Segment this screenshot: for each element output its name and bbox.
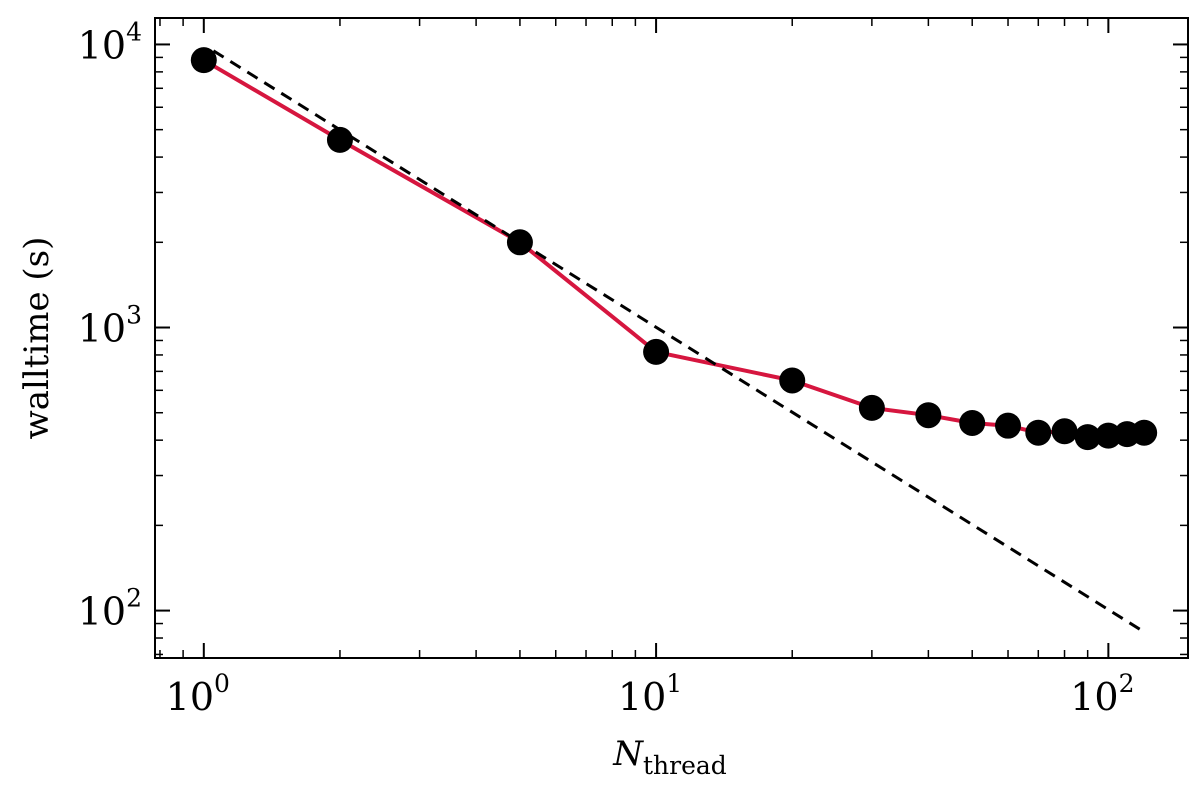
plot-frame bbox=[154, 17, 1189, 659]
x-tick-label-base: 10 bbox=[166, 675, 214, 719]
data-point bbox=[643, 338, 670, 365]
data-point bbox=[190, 47, 217, 74]
data-point bbox=[779, 367, 806, 394]
data-point bbox=[915, 402, 942, 429]
data-point bbox=[326, 126, 353, 153]
x-axis-title-base: N bbox=[612, 734, 644, 774]
y-tick-label: 103 bbox=[78, 301, 142, 351]
ideal-scaling-line bbox=[212, 49, 1145, 634]
y-tick-label-exp: 2 bbox=[126, 584, 142, 613]
x-tick-label: 102 bbox=[1070, 669, 1134, 719]
y-axis-title: walltime (s) bbox=[17, 237, 57, 440]
data-point bbox=[995, 412, 1022, 439]
x-tick-label-exp: 0 bbox=[214, 669, 230, 698]
data-point bbox=[1074, 424, 1101, 451]
x-tick-label-exp: 2 bbox=[1119, 669, 1135, 698]
y-tick-label-exp: 4 bbox=[126, 17, 142, 46]
data-point bbox=[959, 409, 986, 436]
data-point bbox=[1131, 419, 1158, 446]
marker-layer bbox=[190, 47, 1158, 451]
x-tick-label-exp: 1 bbox=[666, 669, 682, 698]
x-axis-title-subscript: thread bbox=[643, 751, 727, 780]
x-tick-label: 101 bbox=[618, 669, 682, 719]
y-tick-label-base: 10 bbox=[78, 590, 126, 634]
data-point bbox=[858, 394, 885, 421]
data-point bbox=[1051, 418, 1078, 445]
data-point bbox=[506, 229, 533, 256]
x-axis-title: Nthread bbox=[612, 734, 727, 780]
data-point bbox=[1025, 419, 1052, 446]
y-tick-label: 104 bbox=[78, 17, 142, 67]
data-point bbox=[1095, 422, 1122, 449]
x-tick-label: 100 bbox=[166, 669, 230, 719]
x-tick-label-base: 10 bbox=[618, 675, 666, 719]
y-tick-label-base: 10 bbox=[78, 23, 126, 67]
measured-line bbox=[202, 58, 1145, 440]
x-tick-label-base: 10 bbox=[1070, 675, 1118, 719]
major-ticks bbox=[155, 18, 1188, 658]
y-tick-label-exp: 3 bbox=[126, 301, 142, 330]
y-tick-label: 102 bbox=[78, 584, 142, 634]
y-tick-label-base: 10 bbox=[78, 307, 126, 351]
minor-ticks bbox=[155, 18, 1188, 658]
